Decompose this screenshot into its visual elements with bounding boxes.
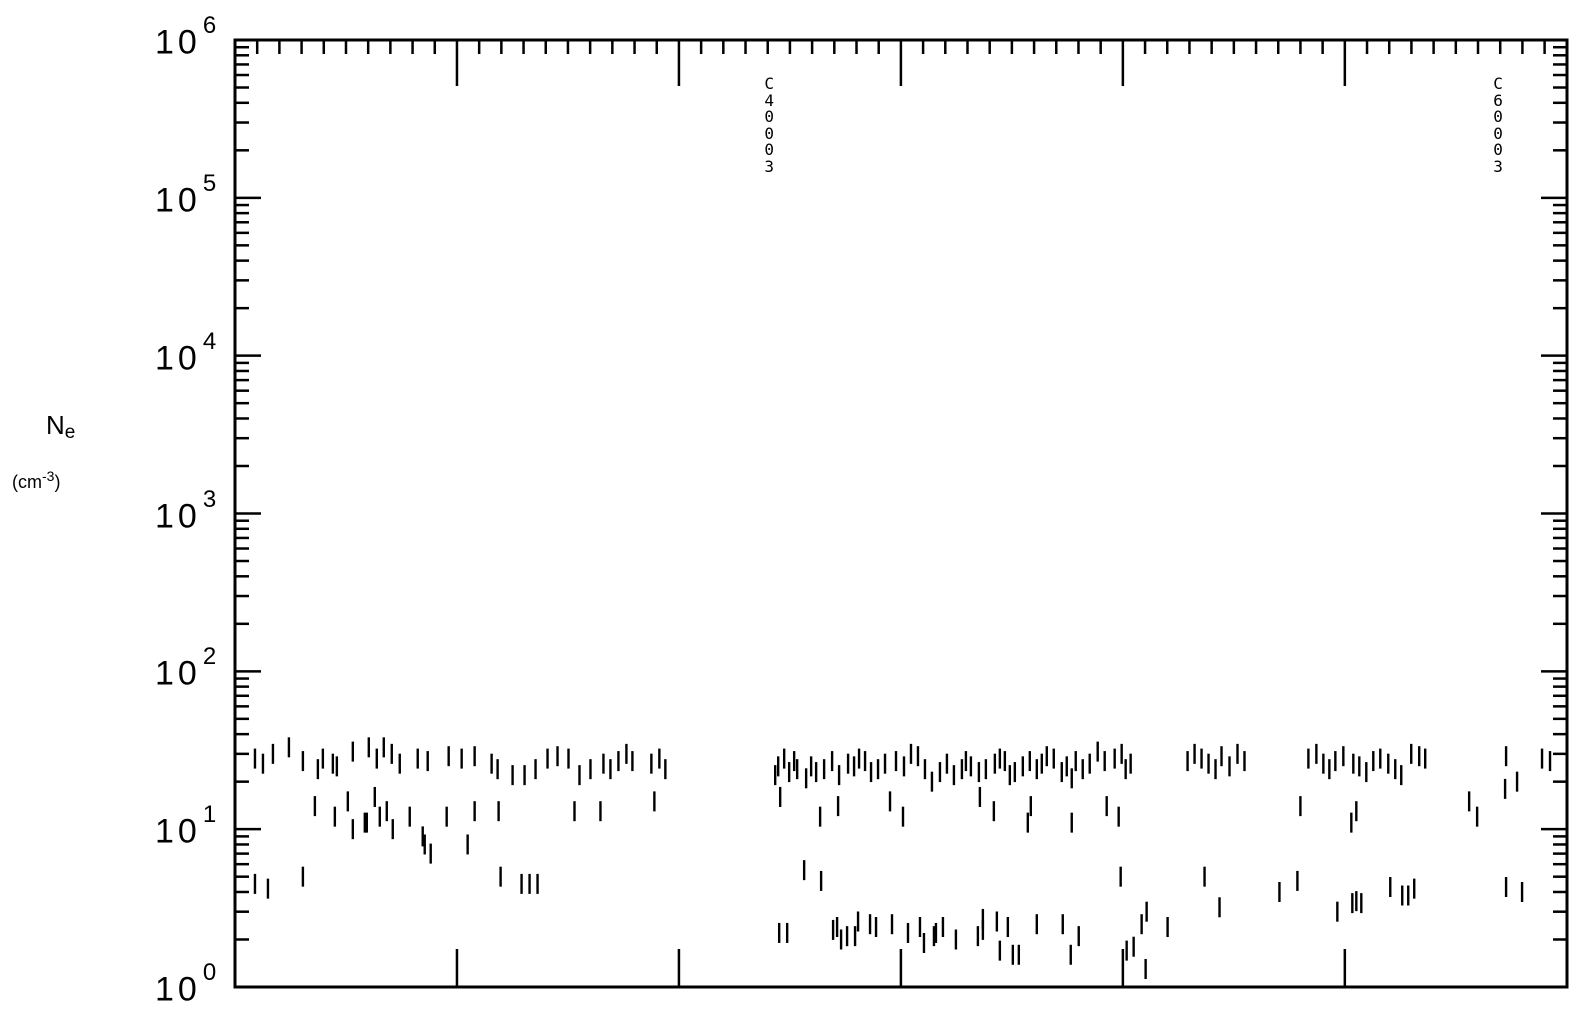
data-marks [253,737,1552,980]
y-tick-label: 105 [155,169,221,220]
annotation-label: C 4 0 0 0 3 [764,74,774,176]
y-tick-label: 101 [155,801,221,851]
y-tick-label: 106 [155,12,221,62]
plot-frame [233,38,1569,989]
y-axis-unit: (cm-3) [12,468,61,492]
annotation-label: C 6 0 0 0 3 [1493,74,1503,176]
y-tick-label: 102 [155,643,221,693]
y-tick-label: 100 [155,959,221,1009]
y-axis-label: Ne [46,410,76,443]
y-tick-label: 104 [155,327,221,377]
axis-ticks [233,40,1569,989]
y-tick-label: 103 [155,485,221,535]
